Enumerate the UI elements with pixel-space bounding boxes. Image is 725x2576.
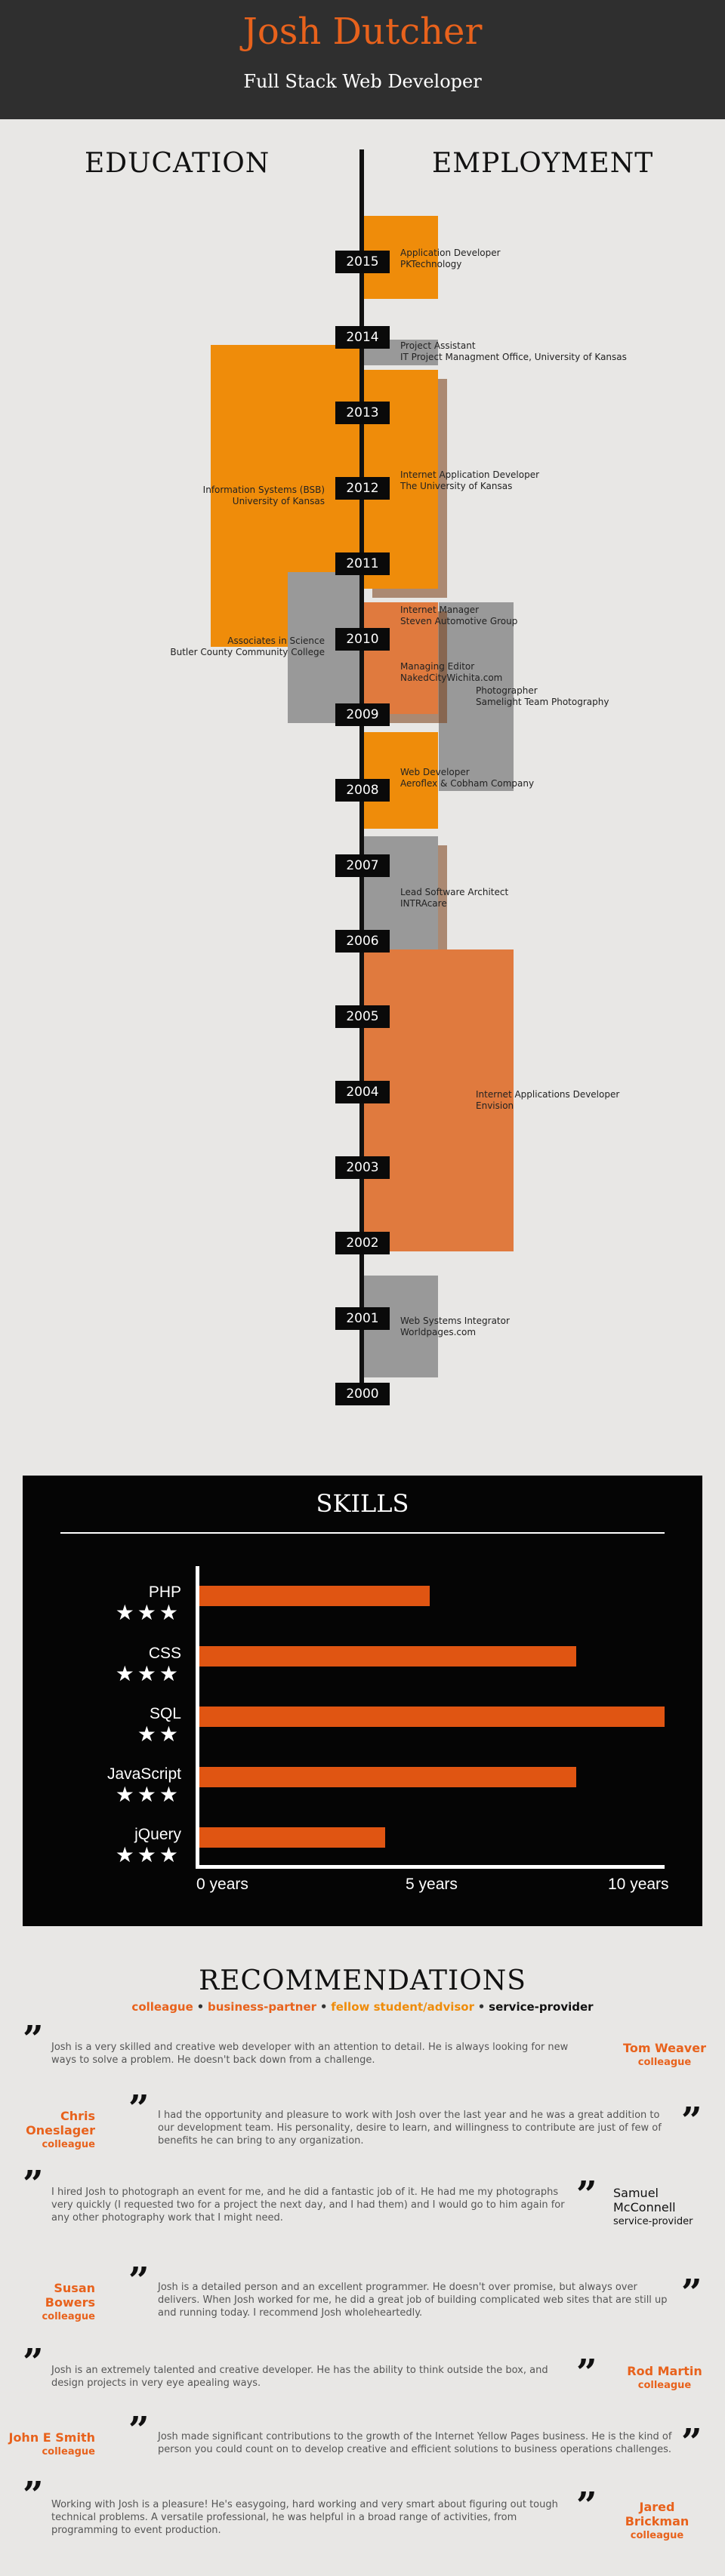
education-heading: EDUCATION [85,148,270,179]
quote-icon: ” [576,2352,597,2394]
year-marker: 2007 [335,854,390,877]
year-marker: 2000 [335,1383,390,1405]
recommendations-legend: colleague • business-partner • fellow st… [131,2000,594,2014]
employment-entry: Photographer Samelight Team Photography [476,685,609,707]
education-entry: Information Systems (BSB) University of … [202,485,325,506]
skill-bar-css [199,1646,576,1667]
skill-bar-jquery [199,1827,386,1848]
employment-entry: Lead Software Architect INTRAcare [400,887,509,909]
recommendation-text: Working with Josh is a pleasure! He's ea… [51,2499,558,2536]
recommender-name: Rod Martin colleague [627,2364,702,2391]
skills-x-axis [196,1865,665,1869]
skill-tick-label: 10 years [608,1876,669,1893]
recommender-name: Susan Bowers colleague [42,2281,95,2322]
recommendation-text: I hired Josh to photograph an event for … [51,2187,565,2224]
recommender-name: Samuel McConnell service-provider [613,2186,693,2227]
legend-fellow-student: fellow student/advisor [331,2000,475,2014]
recommendations-title: RECOMMENDATIONS [199,1965,526,1996]
timeline-axis [359,149,364,1387]
skill-stars: ★★★ [115,1600,181,1625]
legend-business-partner: business-partner [207,2000,317,2014]
quote-icon: ” [23,2474,44,2516]
recommender-name: Tom Weaver colleague [623,2041,706,2068]
quote-icon: ” [128,2260,150,2302]
year-marker: 2011 [335,552,390,575]
year-marker: 2015 [335,251,390,273]
employment-heading: EMPLOYMENT [432,148,654,179]
quote-icon: ” [576,2174,597,2216]
header: Josh Dutcher Full Stack Web Developer [0,0,725,119]
page-title: Josh Dutcher [242,11,483,53]
skill-label: PHP [148,1583,181,1601]
quote-icon: ” [681,2272,702,2314]
quote-icon: ” [23,2018,44,2060]
quote-icon: ” [681,2421,702,2464]
education-entry: Associates in Science Butler County Comm… [170,636,325,657]
year-marker: 2006 [335,930,390,953]
quote-icon: ” [576,2485,597,2527]
recommendation-text: Josh is an extremely talented and creati… [51,2365,548,2389]
recommendation-text: Josh is a very skilled and creative web … [51,2042,569,2066]
skill-bar-sql [199,1707,665,1727]
skills-y-axis [196,1566,199,1868]
skills-title: SKILLS [316,1489,409,1518]
employment-entry: Web Developer Aeroflex & Cobham Company [400,767,535,789]
skill-tick-label: 5 years [406,1876,458,1893]
year-marker: 2010 [335,628,390,651]
recommendation-text: Josh made significant contributions to t… [158,2431,672,2455]
skill-label: SQL [149,1705,181,1722]
year-marker: 2009 [335,703,390,726]
year-marker: 2005 [335,1005,390,1028]
skill-label: CSS [148,1645,181,1662]
year-marker: 2003 [335,1156,390,1179]
legend-service-provider: service-provider [489,2000,594,2014]
employment-entry: Project Assistant IT Project Managment O… [400,340,627,362]
employment-bar-samelight [439,602,514,791]
year-marker: 2008 [335,779,390,802]
recommendation-text: I had the opportunity and pleasure to wo… [158,2110,662,2147]
skill-stars: ★★ [137,1722,181,1747]
page-subtitle: Full Stack Web Developer [243,71,482,92]
skill-bar-php [199,1586,430,1606]
quote-icon: ” [128,2088,150,2130]
legend-colleague: colleague [131,2000,193,2014]
quote-icon: ” [128,2409,150,2451]
skills-panel: SKILLS PHP ★★★ CSS ★★★ SQL ★★ JavaScript… [23,1476,702,1926]
skill-label: JavaScript [106,1765,181,1783]
skill-tick-label: 0 years [196,1876,248,1893]
employment-bar-steven [363,602,438,714]
quote-icon: ” [23,2341,44,2384]
recommender-name: John E Smith colleague [8,2430,95,2458]
employment-entry: Web Systems Integrator Worldpages.com [400,1316,510,1337]
skills-divider [60,1532,665,1534]
recommender-name: Jared Brickman colleague [625,2500,690,2541]
employment-entry: Managing Editor NakedCityWichita.com [400,661,503,683]
quote-icon: ” [681,2100,702,2142]
quote-icon: ” [23,2163,44,2205]
year-marker: 2001 [335,1307,390,1330]
skill-stars: ★★★ [115,1661,181,1686]
year-marker: 2004 [335,1081,390,1103]
recommender-name: Chris Oneslager colleague [26,2109,95,2150]
year-marker: 2012 [335,477,390,500]
skill-stars: ★★★ [115,1842,181,1867]
recommendation-text: Josh is a detailed person and an excelle… [158,2282,668,2319]
skill-label: jQuery [134,1826,181,1843]
employment-entry: Internet Applications Developer Envision [476,1089,620,1111]
skill-stars: ★★★ [115,1782,181,1807]
year-marker: 2013 [335,402,390,424]
skill-bar-javascript [199,1767,576,1787]
employment-entry: Internet Application Developer The Unive… [400,469,540,491]
employment-entry: Internet Manager Steven Automotive Group [400,605,518,626]
timeline: 2015 2014 2013 2012 2011 2010 2009 2008 … [0,121,725,1434]
employment-entry: Application Developer PKTechnology [400,248,501,269]
year-marker: 2002 [335,1232,390,1254]
year-marker: 2014 [335,326,390,349]
